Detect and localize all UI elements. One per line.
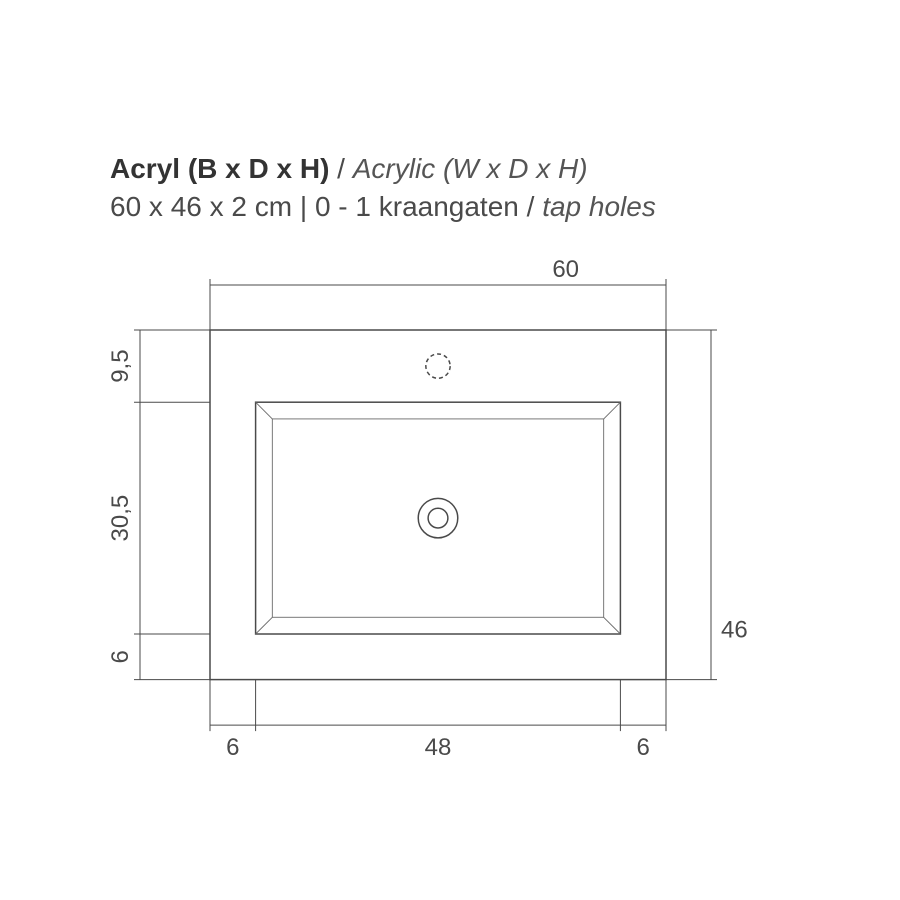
dim-top-label: 60 [552,256,579,283]
bevel-line [256,617,273,634]
dim-bottom-label: 6 [226,734,239,761]
drain-inner-circle [428,508,448,528]
dim-bottom-label: 6 [637,734,650,761]
dim-left-label: 6 [107,650,134,663]
outer-rect [210,330,666,680]
tap-hole-circle [426,354,450,378]
dim-left-label: 9,5 [107,349,134,382]
basin-outer-rect [256,402,621,634]
dim-bottom-label: 48 [425,734,452,761]
dim-right-label: 46 [721,617,748,644]
bevel-line [604,402,621,419]
bevel-line [256,402,273,419]
bevel-line [604,617,621,634]
basin-inner-rect [272,419,603,617]
technical-drawing: 60 46 9,5 30,5 6 6 48 6 [0,0,900,900]
drain-outer-circle [418,498,458,538]
dim-left-label: 30,5 [107,495,134,542]
